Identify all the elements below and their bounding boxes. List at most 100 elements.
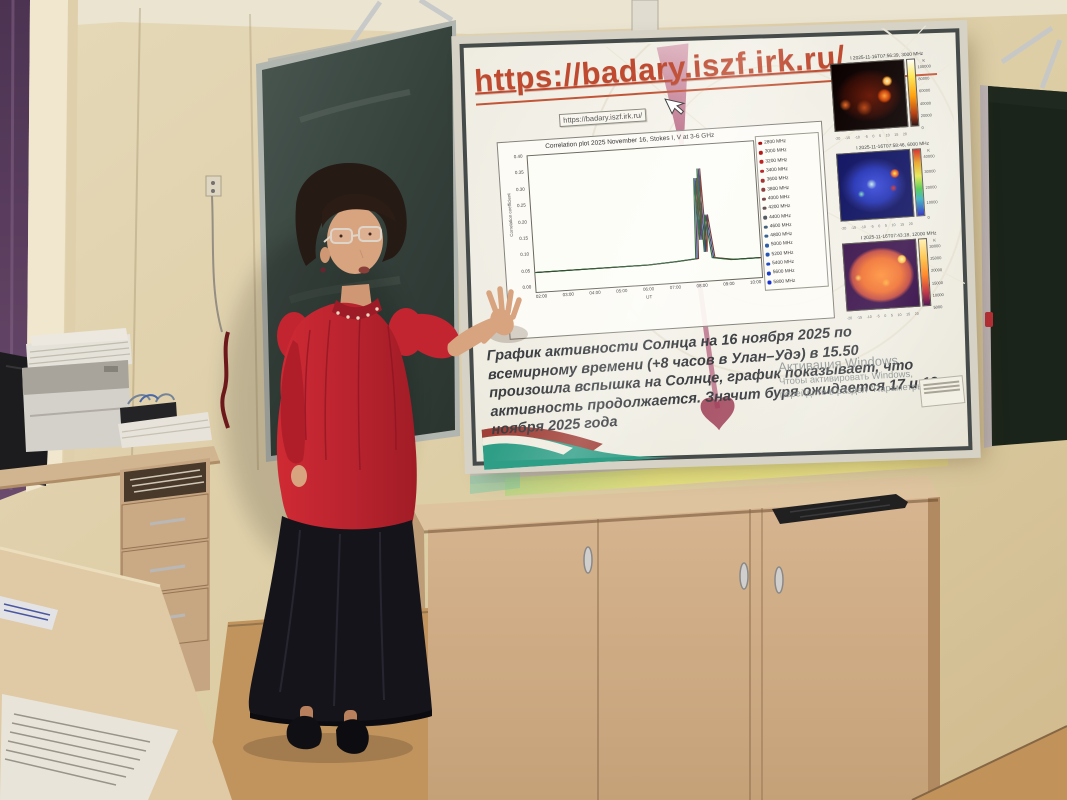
chart-plot-area: [526, 140, 764, 294]
y-tick-label: 0.30: [515, 186, 525, 192]
solar-image-tile: I 2025-11-16T07:43:18, 12000 MHz K 30000 25…: [842, 230, 961, 320]
board-sticker: [918, 375, 966, 408]
colorbar-ticks: 30000 25000 20000 15000 10000 5000: [929, 243, 944, 310]
office-desk-area: [0, 175, 230, 700]
axis-tick-label: 10: [897, 312, 902, 318]
wave-decor: [481, 426, 674, 470]
axis-tick-label: 20: [914, 311, 919, 316]
colorbar-tick-label: 40000: [919, 100, 932, 106]
solar-radio-image: [842, 238, 921, 312]
colorbar-ticks: 40000 30000 20000 10000 0: [923, 153, 938, 220]
legend-label: 4400 MHz: [768, 213, 792, 220]
right-chalkboard: [980, 85, 1067, 448]
colorbar-tick-label: 80000: [918, 75, 930, 82]
axis-tick-label: -10: [854, 135, 861, 140]
y-tick-label: 0.20: [517, 218, 528, 225]
colorbar-tick-label: 30000: [929, 243, 941, 249]
x-tick-label: 09:00: [723, 280, 735, 287]
legend-label: 4200 MHz: [768, 204, 791, 211]
legend-label: 5200 MHz: [771, 250, 794, 258]
legend-marker: [758, 141, 762, 146]
y-tick-label: 0.35: [514, 169, 524, 176]
legend-label: 5000 MHz: [770, 241, 793, 248]
colorbar-tick-label: 30000: [924, 168, 936, 175]
axis-tick-label: -5: [876, 314, 880, 319]
axis-tick-label: -5: [870, 224, 874, 229]
foreground-desk: [0, 546, 232, 800]
colorbar-tick-label: 0: [921, 124, 924, 131]
solar-radio-image: [830, 59, 909, 132]
legend-label: 4800 MHz: [770, 232, 793, 239]
axis-tick-label: 5: [884, 223, 888, 228]
legend-marker: [758, 150, 763, 155]
flux-curve: [536, 168, 763, 273]
legend-label: 4000 MHz: [767, 194, 790, 202]
flux-curve: [533, 168, 760, 274]
colorbar-tick-label: 60000: [918, 87, 931, 94]
solar-image-body: K 40000 30000 20000 10000 0: [836, 146, 955, 225]
cabinet-handle: [774, 566, 784, 594]
colorbar-tick-label: 40000: [923, 153, 935, 160]
axis-tick-label: 15: [894, 132, 899, 137]
colorbar-scale: K 100000 80000 60000 40000 20000 0: [917, 57, 935, 130]
legend-marker: [764, 234, 769, 239]
x-tick-label: 08:00: [696, 282, 708, 289]
board-rails: [349, 0, 1063, 89]
axis-tick-label: -10: [860, 225, 867, 230]
axis-tick-label: 5: [878, 133, 882, 138]
axis-tick-label: 20: [902, 132, 908, 137]
solar-image-body: K 30000 25000 20000 15000 10000 5000: [842, 236, 961, 315]
colorbar-ticks: 100000 80000 60000 40000 20000 0: [917, 63, 935, 130]
legend-label: 3600 MHz: [766, 176, 789, 183]
solar-image-tile: I 2025-11-16T07:58:46, 6000 MHz K 40000 300…: [836, 140, 955, 231]
tray-glow: [505, 450, 948, 496]
y-tick-label: 0.05: [521, 267, 531, 274]
y-tick-label: 0.15: [519, 235, 529, 241]
colorbar-tick-label: 20000: [925, 183, 937, 190]
axis-tick-label: -15: [844, 135, 851, 141]
colorbar-unit: K: [933, 237, 937, 243]
cabinet-handle: [583, 546, 593, 574]
axis-tick-label: -20: [846, 316, 853, 321]
x-tick-label: 07:00: [669, 284, 682, 291]
colorbar-tick-label: 10000: [932, 291, 944, 298]
notebook: [0, 596, 58, 630]
correlation-chart: Correlation plot 2025 November 16, Stoke…: [496, 120, 835, 340]
legend-marker: [763, 215, 767, 220]
legend-marker: [760, 178, 765, 183]
solar-radio-image: [836, 148, 915, 222]
hand-cursor-icon: [664, 98, 686, 115]
x-tick-label: 04:00: [589, 289, 601, 296]
legend-label: 5400 MHz: [772, 259, 795, 267]
red-cable: [220, 331, 230, 429]
axis-tick-label: 0: [884, 313, 887, 318]
paper-stack-desk: [118, 412, 212, 448]
legend-label: 4600 MHz: [769, 222, 792, 230]
axis-tick-label: 5: [890, 313, 894, 318]
legend-label: 3800 MHz: [767, 185, 790, 193]
cabinet-handle: [739, 562, 749, 590]
solar-image-tile: I 2025-11-16T07:56:39, 3000 MHz K 100000 80…: [830, 50, 949, 141]
desk-top: [0, 446, 220, 488]
solar-images-column: I 2025-11-16T07:56:39, 3000 MHz K 100000 80…: [830, 50, 962, 327]
axis-tick-label: -20: [834, 136, 841, 141]
axis-tick-label: 10: [885, 133, 890, 138]
legend-marker: [766, 271, 771, 276]
smartboard-screen: https://badary.iszf.irk.ru/ https://bada…: [459, 24, 973, 470]
legend-marker: [763, 225, 768, 229]
legend-label: 3400 MHz: [765, 167, 789, 174]
legend-marker: [764, 243, 769, 248]
legend-label: 3000 MHz: [764, 148, 787, 155]
y-tick-label: 0.10: [520, 251, 530, 258]
solar-image-body: K 100000 80000 60000 40000 20000 0: [830, 56, 949, 135]
legend-marker: [767, 280, 772, 285]
axis-tick-label: 15: [906, 312, 911, 317]
wall-outlet: [205, 175, 222, 197]
chart-legend: 2800 MHz 3000 MHz 3200 MHz 3400 MHz 3600 MHz…: [754, 131, 829, 291]
axis-tick-label: -5: [864, 134, 868, 139]
legend-label: 5600 MHz: [772, 269, 795, 276]
axis-tick-label: -15: [856, 315, 863, 320]
chart-y-ticks: 0.40 0.35 0.30 0.25 0.20 0.15 0.10 0.05 0.00: [500, 154, 532, 291]
legend-marker: [761, 197, 766, 202]
